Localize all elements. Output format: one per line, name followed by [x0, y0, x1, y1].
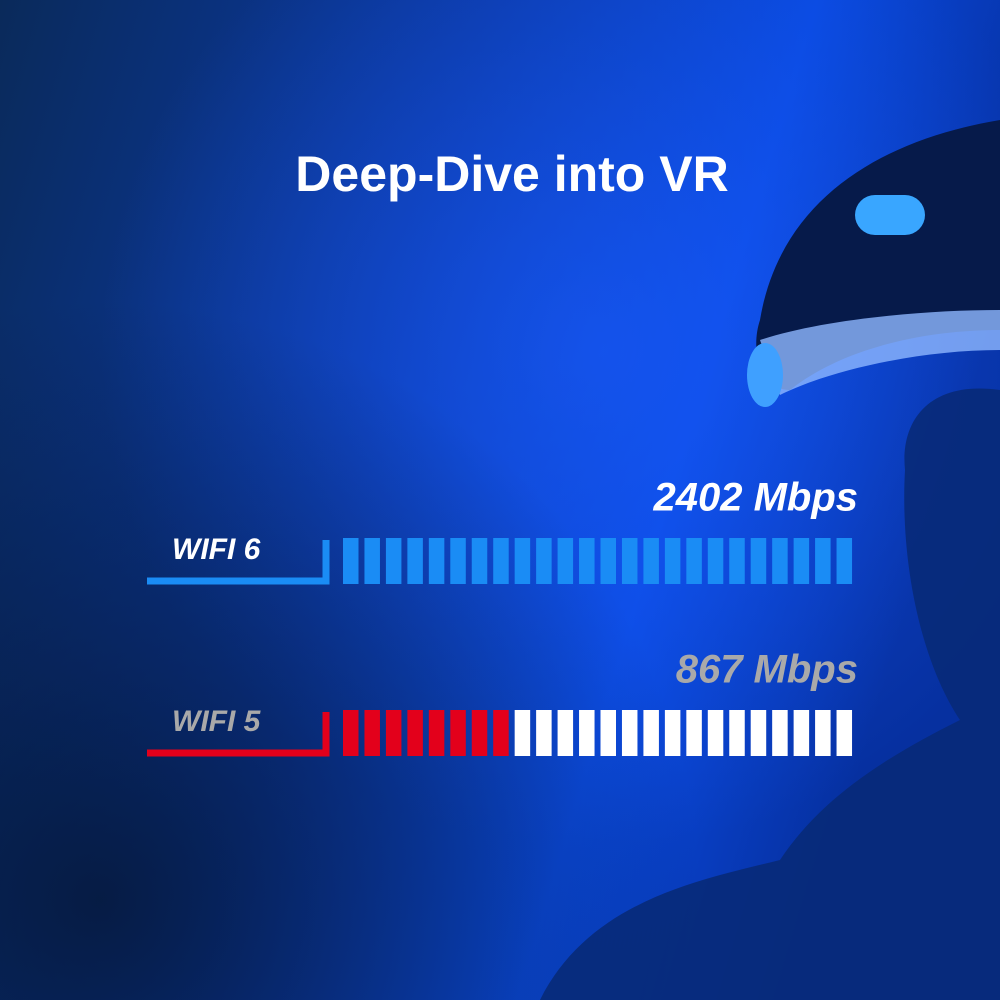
bar-segment	[385, 710, 402, 756]
bar-segment	[343, 710, 359, 756]
bar-segment	[621, 538, 638, 584]
person-silhouette	[540, 120, 1000, 1000]
bar-track-segment	[750, 710, 767, 756]
bar-segment	[643, 538, 659, 584]
bar-segment	[707, 538, 724, 584]
bar-segment	[686, 538, 702, 584]
bar-track-segment	[621, 710, 638, 756]
bar-segment	[557, 538, 574, 584]
bar-segment	[772, 538, 788, 584]
bar-segment	[471, 538, 488, 584]
bar	[343, 538, 853, 584]
bar-segment	[471, 710, 488, 756]
bar-segment	[343, 538, 359, 584]
bar-track-segment	[664, 710, 681, 756]
bar-segment	[836, 538, 853, 584]
bar-label: WIFI 6	[172, 533, 261, 566]
bar-segment	[385, 538, 402, 584]
bar-segment	[428, 538, 445, 584]
bar-track-segment	[686, 710, 702, 756]
bar-segment	[536, 538, 552, 584]
bar-segment	[729, 538, 745, 584]
bar-segment	[815, 538, 831, 584]
bar-segment	[493, 538, 509, 584]
value-label: 867 Mbps	[676, 648, 858, 692]
bar-track-segment	[707, 710, 724, 756]
bar-segment	[600, 538, 616, 584]
bar-segment	[428, 710, 445, 756]
bar-track-segment	[514, 710, 531, 756]
bar-track-segment	[643, 710, 659, 756]
bar-segment	[364, 710, 380, 756]
bar-track-segment	[729, 710, 745, 756]
bar-segment	[514, 538, 531, 584]
bar-track-segment	[815, 710, 831, 756]
bar-track-segment	[579, 710, 595, 756]
bar-track-segment	[557, 710, 574, 756]
bar-segment	[450, 538, 466, 584]
bar-base-line	[147, 540, 330, 585]
bar-track-segment	[536, 710, 552, 756]
bar-segment	[450, 710, 466, 756]
bar-segment	[407, 710, 423, 756]
bar-segment	[364, 538, 380, 584]
bar-segment	[407, 538, 423, 584]
bar-segment	[579, 538, 595, 584]
bar-track-segment	[793, 710, 810, 756]
bar	[343, 710, 509, 756]
bar-base-line	[147, 712, 330, 757]
value-label: 2402 Mbps	[652, 476, 858, 520]
bar-segment	[793, 538, 810, 584]
bar-track-segment	[772, 710, 788, 756]
bar-segment	[493, 710, 509, 756]
bar-segment	[750, 538, 767, 584]
bar-segment	[664, 538, 681, 584]
chart-title: Deep-Dive into VR	[295, 146, 728, 202]
bar-track-segment	[836, 710, 853, 756]
bar-track-segment	[600, 710, 616, 756]
bar-label: WIFI 5	[172, 705, 262, 738]
